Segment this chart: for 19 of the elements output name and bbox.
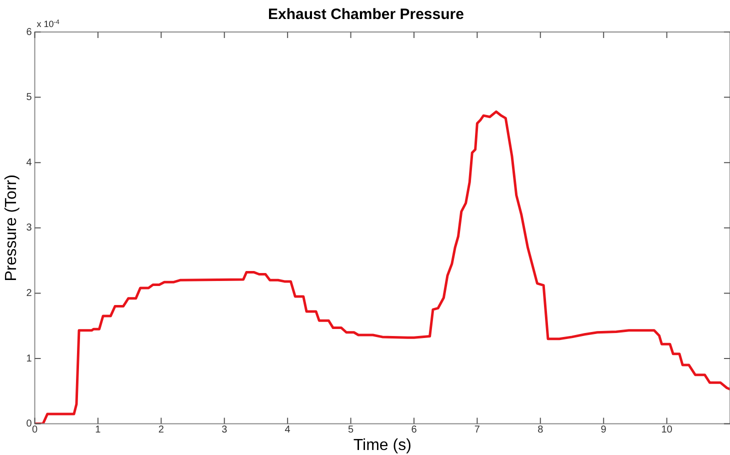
- y-tick-label: 6: [26, 26, 32, 38]
- x-axis-title: Time (s): [353, 436, 412, 454]
- y-tick-label: 5: [26, 92, 32, 104]
- y-tick-label: 3: [26, 222, 32, 234]
- x-tick-label: 6: [411, 424, 418, 436]
- x-tick-label: 7: [474, 424, 480, 436]
- y-tick-label: 2: [26, 288, 32, 299]
- x-tick-label: 10: [661, 424, 673, 436]
- y-tick-label: 4: [26, 157, 32, 168]
- chart-title: Exhaust Chamber Pressure: [268, 6, 464, 24]
- x-tick-label: 3: [222, 424, 228, 436]
- x-tick-label: 5: [348, 424, 354, 436]
- x-tick-label: 1: [95, 424, 102, 436]
- y-axis-title: Pressure (Torr): [3, 174, 20, 282]
- y-tick-label: 1: [26, 353, 32, 364]
- x-tick-label: 4: [284, 424, 291, 436]
- x-tick-label: 8: [538, 424, 544, 436]
- x-tick-label: 9: [600, 424, 607, 436]
- x-tick-label: 2: [158, 424, 164, 436]
